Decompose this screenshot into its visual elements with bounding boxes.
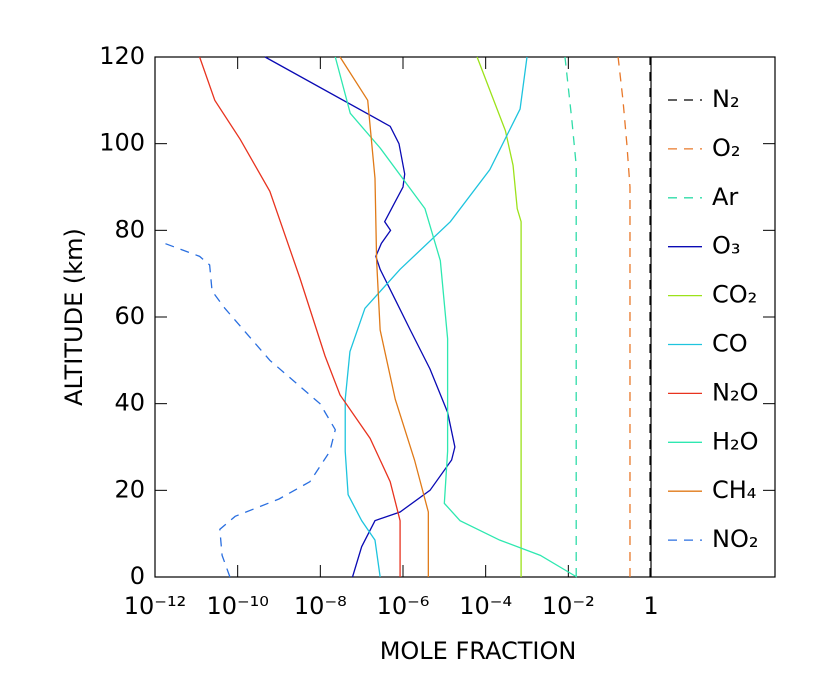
legend-label: CH₄ [712, 476, 756, 504]
legend-label: CO [712, 330, 748, 358]
legend-label: N₂ [712, 85, 740, 113]
x-tick-label: 10⁻⁶ [377, 592, 430, 620]
series-line [334, 56, 578, 578]
series-line [339, 56, 429, 577]
x-axis-label: MOLE FRACTION [380, 637, 577, 665]
x-tick-label: 10⁻¹² [124, 592, 186, 620]
series-line [164, 242, 336, 578]
plot-frame [154, 56, 776, 578]
series-line [264, 56, 456, 578]
y-axis-label: ALTITUDE (km) [60, 228, 88, 406]
legend-label: N₂O [712, 378, 758, 406]
x-tick-label: 10⁻² [542, 592, 595, 620]
x-tick-label: 1 [643, 592, 658, 620]
legend-label: O₃ [712, 232, 741, 260]
series-line [476, 56, 522, 577]
x-tick-label: 10⁻⁸ [294, 592, 347, 620]
y-tick-label: 60 [114, 302, 145, 330]
y-tick-label: 100 [99, 129, 145, 157]
series-line [564, 56, 577, 577]
y-tick-label: 80 [114, 215, 145, 243]
series-line [344, 56, 528, 578]
y-tick-label: 120 [99, 42, 145, 70]
series-line [617, 56, 631, 577]
x-tick-label: 10⁻¹⁰ [206, 592, 268, 620]
legend-label: H₂O [712, 427, 759, 455]
legend-label: Ar [712, 183, 738, 211]
y-tick-label: 20 [114, 475, 145, 503]
legend-label: NO₂ [712, 525, 758, 553]
legend-label: CO₂ [712, 281, 757, 309]
series-line [198, 56, 401, 577]
legend-label: O₂ [712, 134, 741, 162]
x-tick-label: 10⁻⁴ [459, 592, 512, 620]
y-tick-label: 0 [130, 562, 145, 590]
y-tick-label: 40 [114, 389, 145, 417]
